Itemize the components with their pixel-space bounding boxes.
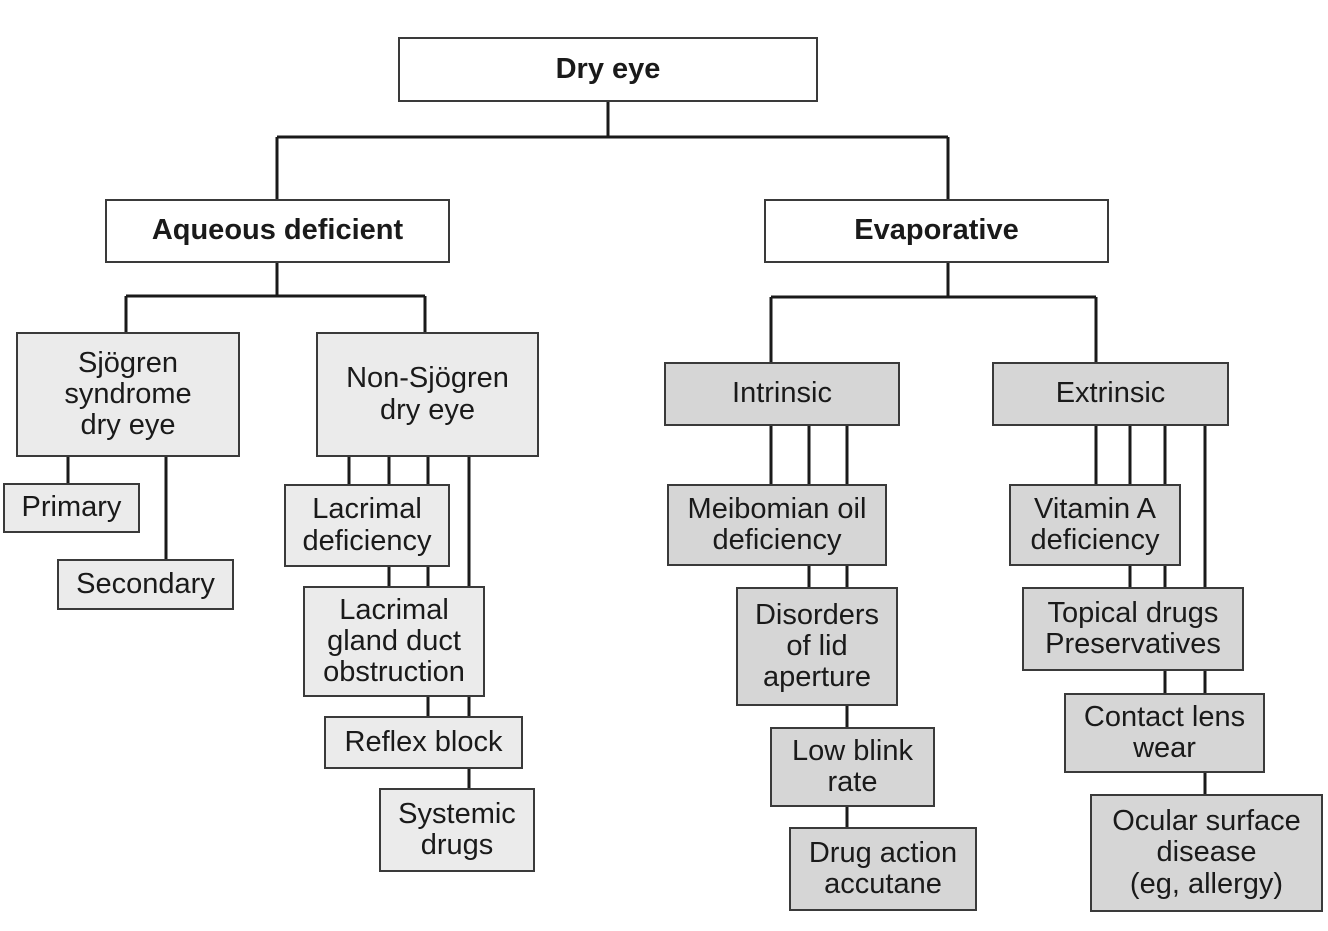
node-primary-label: Primary <box>21 491 122 524</box>
node-topical-drugs-preservatives-label: Topical drugs Preservatives <box>1045 596 1221 660</box>
node-extrinsic-label: Extrinsic <box>1055 377 1166 410</box>
node-primary: Primary <box>3 483 140 533</box>
node-lacrimal-duct-obstruction-label: Lacrimal gland duct obstruction <box>323 593 465 688</box>
node-non-sjogren: Non-Sjögren dry eye <box>316 332 539 457</box>
connector-extrinsic <box>1094 426 1207 794</box>
node-sjogren-label: Sjögren syndrome dry eye <box>64 346 192 441</box>
node-vitamin-a-deficiency: Vitamin A deficiency <box>1009 484 1181 566</box>
node-drug-action-accutane: Drug action accutane <box>789 827 977 911</box>
node-dry-eye-label: Dry eye <box>555 52 661 85</box>
node-lid-aperture-disorders: Disorders of lid aperture <box>736 587 898 706</box>
node-evaporative-label: Evaporative <box>854 214 1019 247</box>
node-ocular-surface-disease: Ocular surface disease (eg, allergy) <box>1090 794 1323 912</box>
node-sjogren: Sjögren syndrome dry eye <box>16 332 240 457</box>
node-meibomian-oil-deficiency-label: Meibomian oil deficiency <box>687 492 867 556</box>
node-secondary: Secondary <box>57 559 234 610</box>
connector-non-sjogren <box>347 457 471 788</box>
node-contact-lens-wear-label: Contact lens wear <box>1083 700 1246 764</box>
node-contact-lens-wear: Contact lens wear <box>1064 693 1265 773</box>
node-topical-drugs-preservatives: Topical drugs Preservatives <box>1022 587 1244 671</box>
node-intrinsic-label: Intrinsic <box>732 377 832 410</box>
connector-root <box>275 102 950 199</box>
connector-aqueous <box>124 263 427 332</box>
node-lacrimal-duct-obstruction: Lacrimal gland duct obstruction <box>303 586 485 697</box>
node-systemic-drugs-label: Systemic drugs <box>398 797 516 861</box>
connector-evaporative <box>769 263 1098 362</box>
node-low-blink-rate-label: Low blink rate <box>792 734 913 798</box>
node-dry-eye: Dry eye <box>398 37 818 102</box>
node-meibomian-oil-deficiency: Meibomian oil deficiency <box>667 484 887 566</box>
node-reflex-block-label: Reflex block <box>344 725 503 758</box>
node-systemic-drugs: Systemic drugs <box>379 788 535 872</box>
node-non-sjogren-label: Non-Sjögren dry eye <box>346 362 509 426</box>
node-low-blink-rate: Low blink rate <box>770 727 935 807</box>
node-lacrimal-deficiency-label: Lacrimal deficiency <box>302 493 432 557</box>
connector-intrinsic <box>769 426 849 827</box>
node-ocular-surface-disease-label: Ocular surface disease (eg, allergy) <box>1112 805 1301 900</box>
node-vitamin-a-deficiency-label: Vitamin A deficiency <box>1030 492 1160 556</box>
connector-sjogren <box>66 457 168 559</box>
node-secondary-label: Secondary <box>76 567 215 600</box>
node-intrinsic: Intrinsic <box>664 362 900 426</box>
node-lacrimal-deficiency: Lacrimal deficiency <box>284 484 450 567</box>
node-evaporative: Evaporative <box>764 199 1109 263</box>
node-drug-action-accutane-label: Drug action accutane <box>808 836 958 900</box>
node-aqueous-deficient: Aqueous deficient <box>105 199 450 263</box>
node-reflex-block: Reflex block <box>324 716 523 769</box>
node-lid-aperture-disorders-label: Disorders of lid aperture <box>754 598 880 693</box>
node-aqueous-deficient-label: Aqueous deficient <box>151 214 404 247</box>
node-extrinsic: Extrinsic <box>992 362 1229 426</box>
